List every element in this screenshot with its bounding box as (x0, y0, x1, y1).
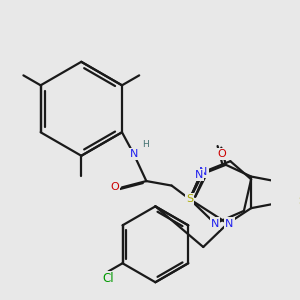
Text: N: N (211, 218, 219, 229)
Text: S: S (298, 196, 300, 206)
Text: N: N (199, 167, 207, 177)
Text: H: H (142, 140, 149, 149)
Text: S: S (186, 194, 193, 204)
Text: N: N (130, 149, 138, 159)
Text: O: O (110, 182, 119, 192)
Text: S: S (298, 196, 300, 206)
Text: H: H (143, 140, 150, 149)
Text: S: S (186, 194, 193, 204)
Text: O: O (110, 182, 119, 192)
Text: N: N (225, 218, 234, 229)
Text: N: N (195, 170, 203, 180)
Text: O: O (217, 149, 226, 159)
Text: N: N (195, 170, 203, 180)
Text: Cl: Cl (103, 272, 114, 285)
Text: O: O (217, 149, 226, 159)
Text: Cl: Cl (103, 272, 114, 285)
Text: N: N (225, 218, 234, 229)
Text: N: N (130, 149, 138, 159)
